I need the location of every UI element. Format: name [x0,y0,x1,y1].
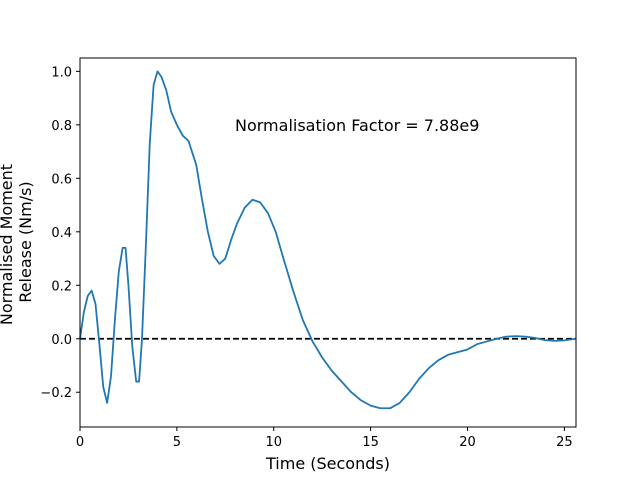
x-tick-label: 5 [173,435,181,450]
y-axis-label: Normalised Moment Release (Nm/s) [0,159,35,325]
y-tick-label: 0.8 [51,119,72,134]
series-line [79,70,577,410]
y-tick-label: −0.2 [40,386,72,401]
x-tick-label: 10 [265,435,282,450]
x-tick-label: 0 [76,435,84,450]
y-tick-label: 0.2 [51,279,72,294]
x-tick-label: 20 [459,435,476,450]
y-tick-group: −0.2 0.0 0.2 0.4 0.6 0.8 1.0 [40,65,80,401]
y-tick-label: 0.4 [51,226,72,241]
y-axis-label-line-1: Normalised Moment [0,164,16,325]
annotation-text: Normalisation Factor = 7.88e9 [235,116,479,135]
y-tick-label: 0.0 [51,333,72,348]
y-tick-label: 0.6 [51,172,72,187]
x-axis-label: Time (Seconds) [265,454,390,473]
x-tick-label: 25 [556,435,573,450]
x-tick-group: 0 5 10 15 20 25 [76,427,573,450]
y-axis-label-line-2: Release (Nm/s) [16,181,35,302]
x-tick-label: 15 [362,435,379,450]
plot-frame [79,57,577,428]
y-tick-label: 1.0 [51,65,72,80]
